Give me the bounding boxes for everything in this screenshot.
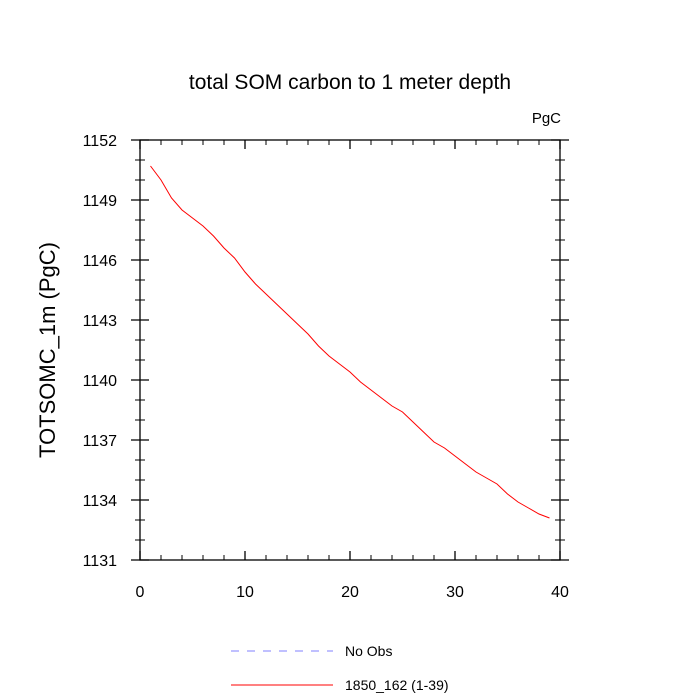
y-tick-label: 1131 <box>83 553 118 570</box>
x-tick-label: 0 <box>136 584 145 601</box>
y-tick-label: 1152 <box>83 133 118 150</box>
x-tick-label: 10 <box>236 584 254 601</box>
axis-ticks: 0 10 20 30 40 1131 1134 1137 1140 1143 1146 1149 115… <box>83 133 569 601</box>
plot-frame <box>139 139 561 561</box>
legend: No Obs 1850_162 (1-39) <box>231 643 449 693</box>
data-series <box>150 165 550 519</box>
units-label: PgC <box>532 110 561 127</box>
y-tick-label: 1140 <box>83 373 118 390</box>
x-tick-label: 40 <box>551 584 569 601</box>
chart-title: total SOM carbon to 1 meter depth <box>189 71 511 94</box>
y-tick-label: 1146 <box>83 253 118 270</box>
y-tick-label: 1137 <box>83 433 118 450</box>
y-tick-label: 1143 <box>83 313 118 330</box>
y-tick-label: 1149 <box>83 193 118 210</box>
legend-label-1: 1850_162 (1-39) <box>345 677 449 693</box>
series-line-1 <box>150 165 550 519</box>
x-tick-label: 20 <box>341 584 359 601</box>
legend-label-0: No Obs <box>345 643 392 659</box>
y-tick-label: 1134 <box>83 493 118 510</box>
y-axis-label: TOTSOMC_1m (PgC) <box>35 242 60 458</box>
x-tick-label: 30 <box>446 584 464 601</box>
